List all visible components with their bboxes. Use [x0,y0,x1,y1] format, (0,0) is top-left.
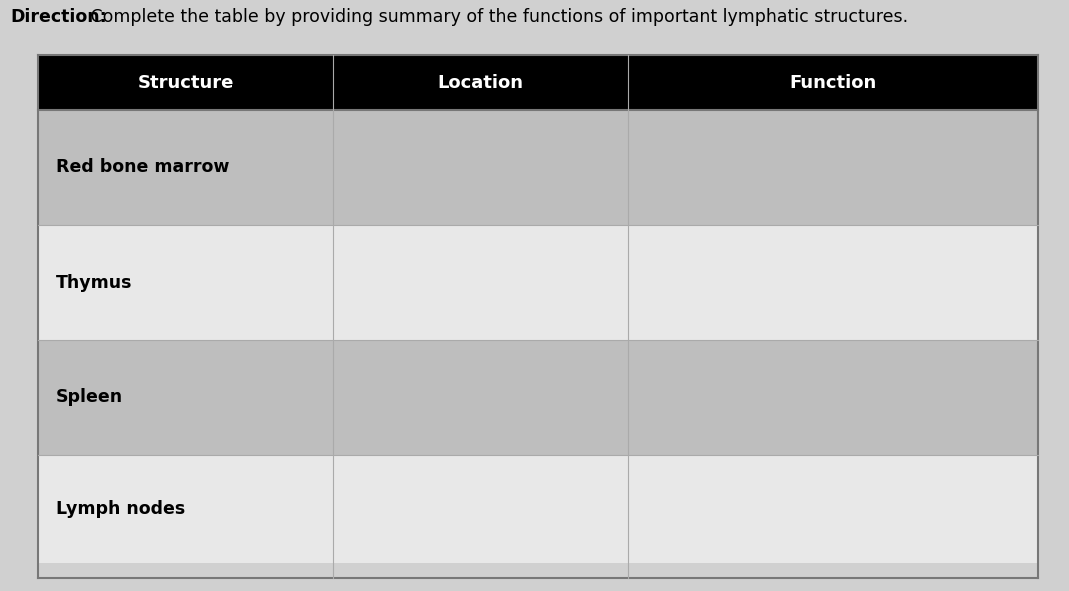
Text: Location: Location [437,73,524,92]
Text: Spleen: Spleen [56,388,123,407]
Text: Structure: Structure [137,73,234,92]
Text: Lymph nodes: Lymph nodes [56,500,185,518]
Text: Function: Function [789,73,877,92]
Text: Thymus: Thymus [56,274,133,291]
Text: Direction:: Direction: [10,8,107,26]
Text: Red bone marrow: Red bone marrow [56,158,230,177]
Text: Complete the table by providing summary of the functions of important lymphatic : Complete the table by providing summary … [86,8,909,26]
